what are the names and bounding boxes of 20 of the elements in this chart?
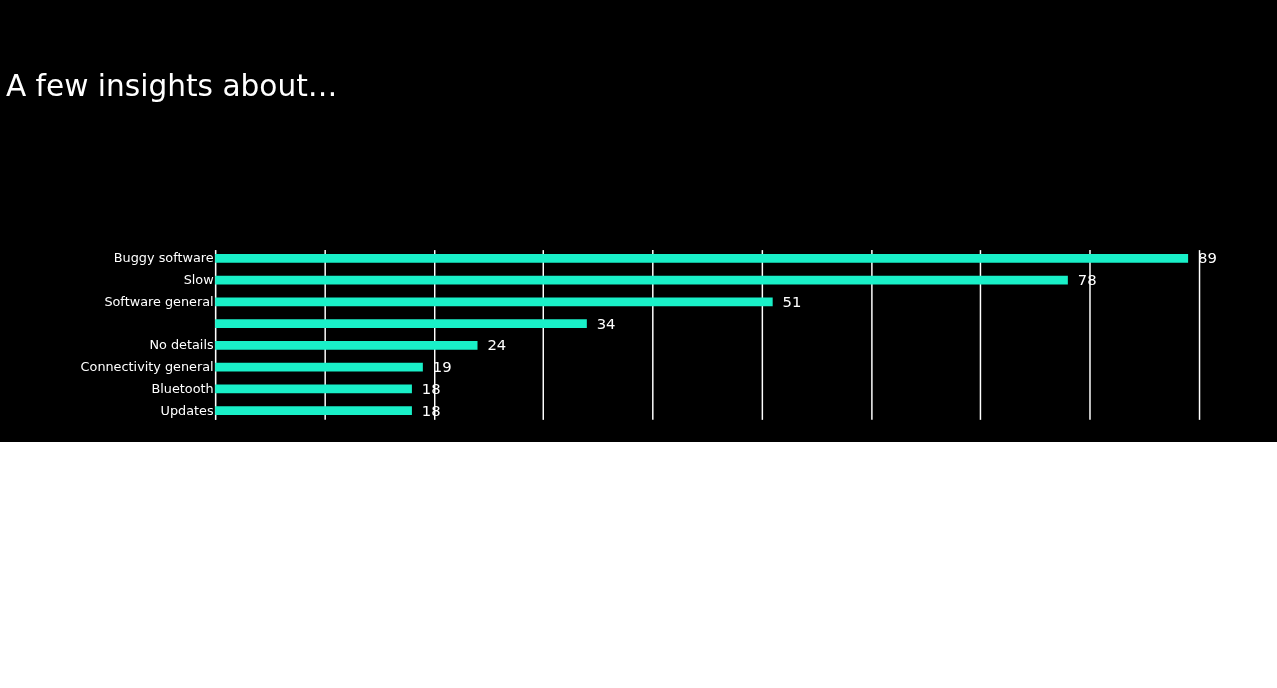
y-tick-label: Buggy software xyxy=(113,250,214,266)
data-label: 51 xyxy=(782,292,802,310)
chart-title: A few insights about… xyxy=(5,68,338,103)
bar xyxy=(215,319,587,328)
y-tick-label: Slow xyxy=(183,272,214,288)
bar xyxy=(215,253,1189,263)
bar xyxy=(215,406,412,416)
bar xyxy=(215,275,1068,285)
bar xyxy=(215,384,412,394)
data-label: 24 xyxy=(487,336,507,354)
y-tick-label: Connectivity general xyxy=(80,359,214,375)
data-label: 19 xyxy=(432,358,452,376)
y-tick-label: No details xyxy=(149,337,214,353)
y-tick-label: Bluetooth xyxy=(151,380,214,396)
data-label: 34 xyxy=(596,314,616,332)
y-tick-label: Updates xyxy=(160,402,214,418)
bar xyxy=(215,341,478,350)
y-tick-label: Software general xyxy=(104,293,214,309)
bar xyxy=(215,362,423,372)
bar xyxy=(215,297,773,307)
